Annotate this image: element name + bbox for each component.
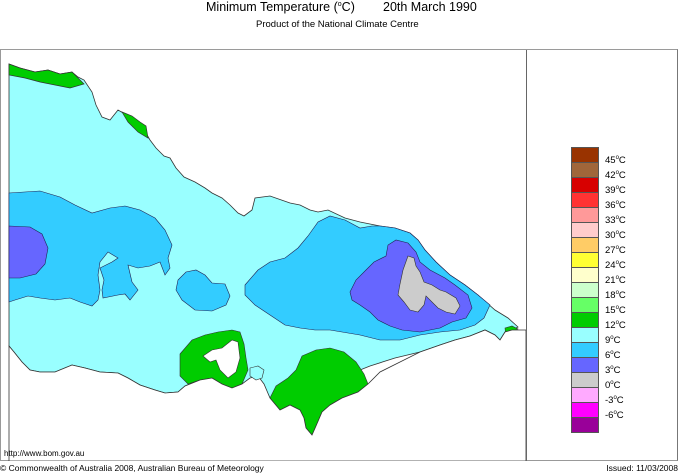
map-title: Minimum Temperature (oC) 20th March 1990 — [0, 0, 680, 14]
legend-swatch: 33oC — [571, 208, 626, 226]
land-phillip-island-outline — [249, 365, 265, 381]
issued-date: Issued: 11/03/2008 — [606, 463, 678, 473]
legend-swatch: 36oC — [571, 193, 626, 211]
source-url[interactable]: http://www.bom.gov.au — [4, 449, 85, 458]
legend-swatch: 42oC — [571, 163, 626, 181]
legend-swatch: 12oC — [571, 313, 626, 331]
land-purple-west — [8, 225, 49, 279]
temperature-map — [8, 63, 526, 461]
bay-water — [202, 339, 241, 379]
legend-swatch: 30oC — [571, 223, 626, 241]
legend-swatch — [571, 418, 599, 433]
legend-swatch: 6oC — [571, 343, 621, 361]
land-blue-west-lobe — [175, 269, 231, 312]
legend-swatch: 3oC — [571, 358, 621, 376]
legend-swatch: 15oC — [571, 298, 626, 316]
subtitle: Product of the National Climate Centre — [256, 19, 419, 30]
legend-swatch: 39oC — [571, 178, 626, 196]
title-date: 20th March 1990 — [383, 0, 477, 14]
land-green-north-2 — [121, 111, 149, 139]
legend-divider — [526, 50, 527, 461]
legend-swatch: 0oC — [571, 373, 621, 391]
title-text: Minimum Temperature (oC) — [206, 0, 355, 14]
legend-swatch: 24oC — [571, 253, 626, 271]
land-blue-west — [8, 190, 173, 307]
land-green-north-1 — [8, 63, 85, 89]
legend: 45oC 42oC 39oC 36oC 33oC 30oC 27oC 24oC … — [571, 147, 651, 433]
legend-swatch: 27oC — [571, 238, 626, 256]
sea-south — [8, 329, 526, 461]
legend-swatch: 21oC — [571, 268, 626, 286]
legend-swatch: 18oC — [571, 283, 626, 301]
legend-swatch: 9oC — [571, 328, 621, 346]
legend-swatch: -6oC — [571, 403, 624, 421]
land-grey-east — [397, 255, 461, 315]
legend-swatch: 45oC — [571, 147, 626, 166]
copyright-notice: © Commonwealth of Australia 2008, Austra… — [0, 463, 264, 473]
legend-swatch: -3oC — [571, 388, 624, 406]
